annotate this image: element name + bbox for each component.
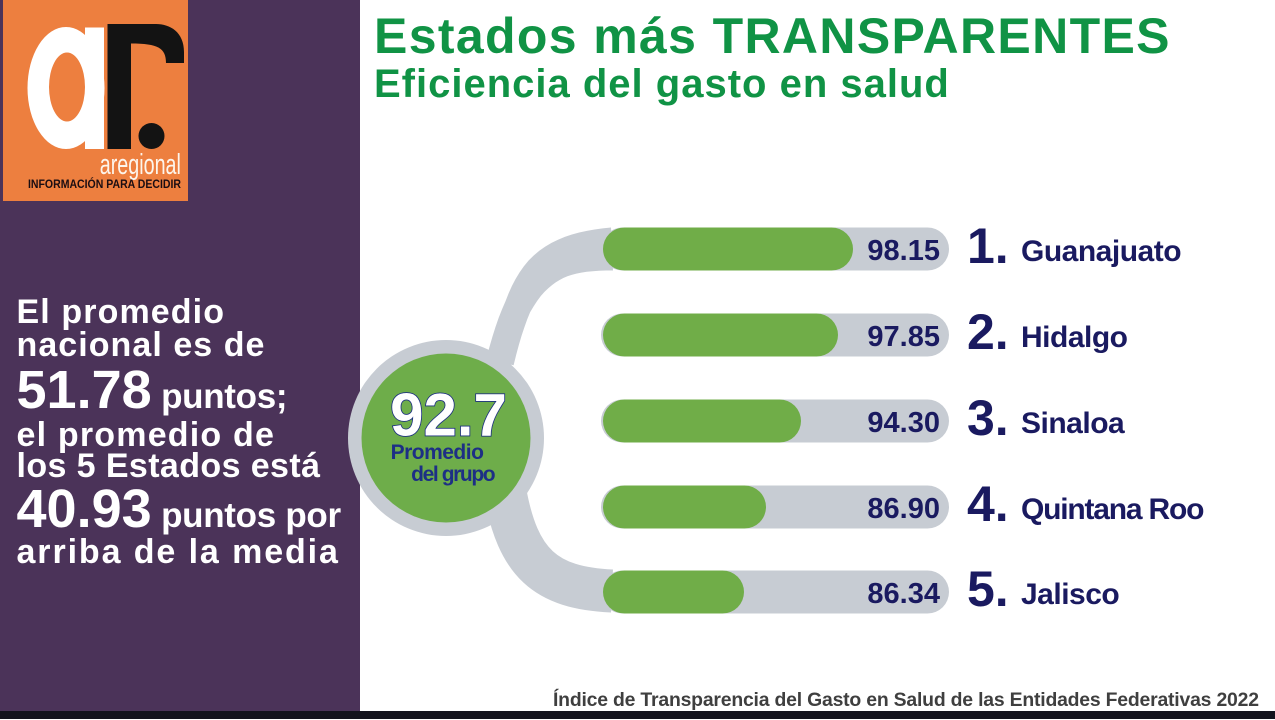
- svg-text:INFORMACIÓN PARA DECIDIR: INFORMACIÓN PARA DECIDIR: [28, 176, 181, 191]
- svg-text:92.7: 92.7: [390, 382, 507, 449]
- svg-text:del grupo: del grupo: [411, 463, 495, 486]
- svg-text:Promedio: Promedio: [391, 441, 484, 464]
- svg-text:aregional: aregional: [100, 149, 181, 181]
